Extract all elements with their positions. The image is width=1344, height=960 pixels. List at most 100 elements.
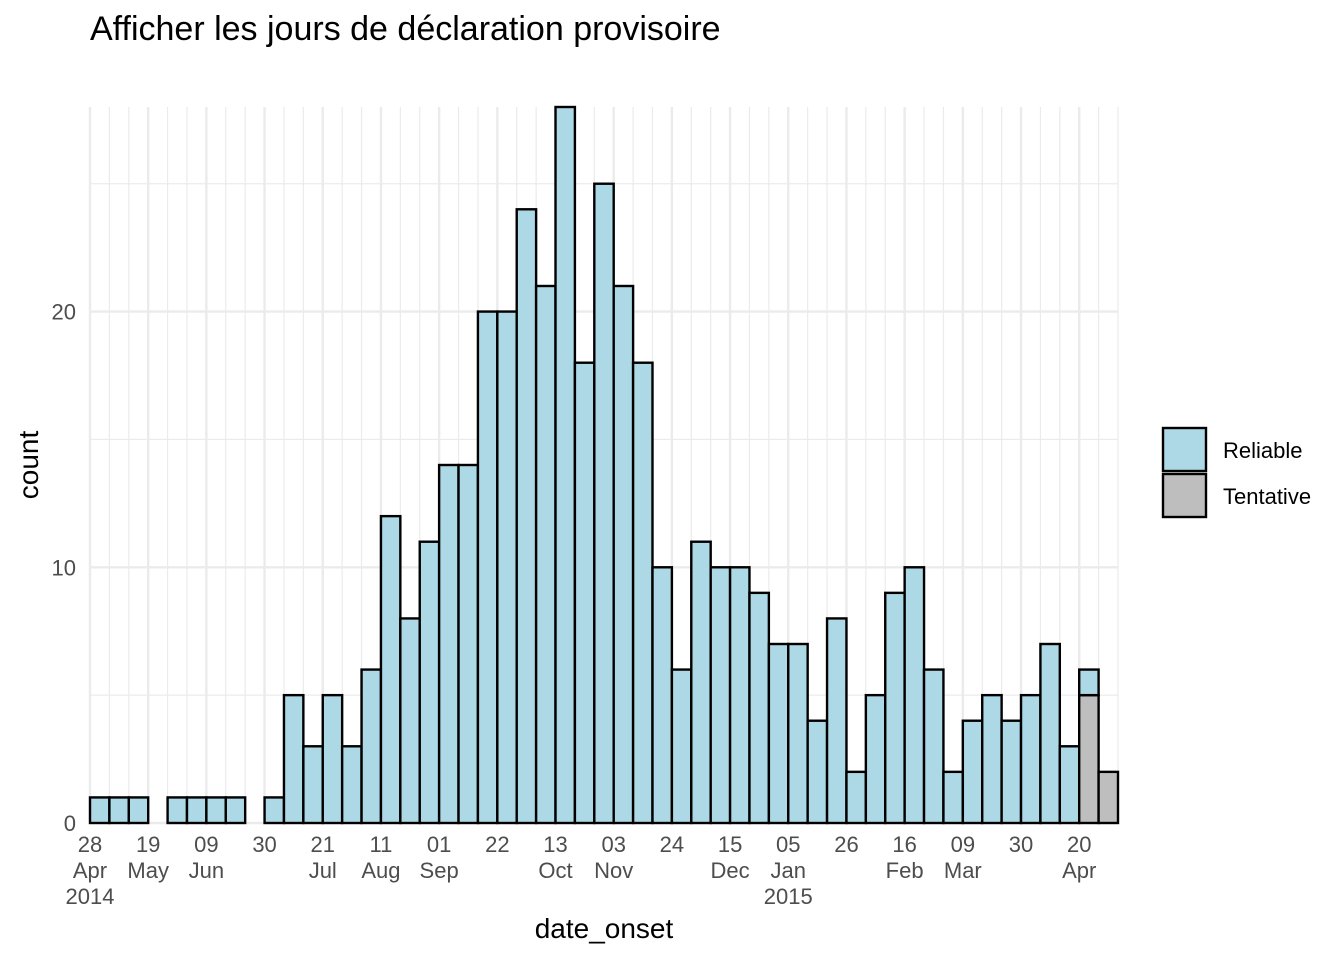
- bar-reliable: [651, 566, 674, 825]
- bar-reliable: [1039, 642, 1062, 825]
- x-tick-label: Mar: [944, 858, 982, 883]
- bar-reliable: [922, 668, 945, 825]
- bar-reliable: [593, 182, 615, 825]
- legend-key-tentative: [1161, 472, 1208, 519]
- x-tick-label: 28: [78, 832, 102, 857]
- x-tick-label: Jan: [771, 858, 806, 883]
- bar-reliable: [573, 361, 596, 825]
- bar-reliable: [360, 668, 383, 825]
- bar-reliable: [845, 770, 868, 825]
- x-tick-label: Jun: [189, 858, 224, 883]
- y-tick-label: 0: [64, 811, 76, 836]
- x-tick-label: Nov: [594, 858, 633, 883]
- y-tick-label: 20: [52, 300, 76, 325]
- x-tick-label: 24: [660, 832, 684, 857]
- bar-reliable: [340, 745, 363, 825]
- bar-reliable: [981, 693, 1003, 825]
- x-tick-label: 01: [427, 832, 451, 857]
- bar-reliable: [399, 617, 421, 825]
- x-tick-label: Feb: [886, 858, 924, 883]
- bar-reliable: [806, 719, 829, 825]
- bar-reliable: [166, 796, 189, 825]
- x-tick-label: Aug: [361, 858, 400, 883]
- bar-reliable: [185, 796, 208, 825]
- bar-reliable: [709, 566, 732, 825]
- bar-reliable: [612, 284, 635, 825]
- bar-reliable: [224, 796, 247, 825]
- bar-reliable: [884, 591, 906, 825]
- bar-reliable: [321, 693, 344, 825]
- bar-reliable: [437, 463, 460, 825]
- legend-label-tentative: Tentative: [1223, 484, 1311, 509]
- bar-reliable: [961, 719, 984, 825]
- bar-reliable: [302, 745, 324, 825]
- x-tick-label: 30: [1009, 832, 1033, 857]
- bar-reliable: [942, 770, 965, 825]
- bar-reliable: [418, 540, 441, 825]
- x-tick-label: 2014: [66, 884, 115, 909]
- bar-reliable: [748, 591, 771, 825]
- bar-reliable: [476, 310, 499, 825]
- bar-reliable: [787, 642, 809, 825]
- bar-reliable: [1019, 693, 1042, 825]
- bar-reliable: [690, 540, 712, 825]
- chart-title: Afficher les jours de déclaration provis…: [90, 10, 721, 48]
- x-tick-label: 11: [370, 832, 393, 857]
- bar-reliable: [127, 796, 150, 825]
- bar-reliable: [88, 796, 111, 825]
- bar-reliable: [728, 566, 751, 825]
- y-tick-label: 10: [52, 555, 76, 580]
- bar-reliable: [263, 796, 286, 825]
- x-tick-label: May: [127, 858, 169, 883]
- x-tick-label: 21: [311, 832, 335, 857]
- bar-reliable: [903, 566, 926, 825]
- x-tick-label: 05: [776, 832, 800, 857]
- legend: Reliable Tentative: [1161, 426, 1311, 519]
- bar-reliable: [631, 361, 654, 825]
- bar-reliable: [554, 105, 577, 825]
- x-tick-label: 26: [834, 832, 858, 857]
- y-axis-title: count: [13, 431, 44, 500]
- bar-reliable: [1058, 745, 1081, 825]
- x-tick-label: Dec: [711, 858, 750, 883]
- bar-reliable: [282, 693, 305, 825]
- bar-tentative: [1078, 693, 1100, 825]
- bar-reliable: [1078, 668, 1100, 697]
- bar-reliable: [767, 642, 790, 825]
- bar-reliable: [864, 693, 887, 825]
- bar-reliable: [825, 617, 848, 825]
- x-tick-label: 2015: [764, 884, 813, 909]
- x-tick-label: 09: [194, 832, 218, 857]
- bars: [88, 105, 1120, 825]
- x-tick-label: Oct: [538, 858, 572, 883]
- x-tick-label: 15: [718, 832, 742, 857]
- x-tick-label: 19: [136, 832, 160, 857]
- x-tick-label: 20: [1067, 832, 1091, 857]
- x-tick-label: Jul: [309, 858, 337, 883]
- x-tick-label: 22: [485, 832, 509, 857]
- x-tick-label: 13: [543, 832, 567, 857]
- x-tick-label: Apr: [73, 858, 107, 883]
- bar-reliable: [1000, 719, 1023, 825]
- bar-reliable: [457, 463, 480, 825]
- y-axis: 0 10 20: [52, 300, 76, 836]
- bar-reliable: [534, 284, 557, 825]
- bar-tentative: [1097, 770, 1120, 825]
- x-tick-label: 09: [951, 832, 975, 857]
- legend-key-reliable: [1161, 426, 1208, 473]
- x-axis-title: date_onset: [535, 913, 674, 944]
- bar-reliable: [670, 668, 693, 825]
- bar-reliable: [108, 796, 130, 825]
- legend-label-reliable: Reliable: [1223, 438, 1303, 463]
- x-tick-label: Apr: [1062, 858, 1096, 883]
- bar-reliable: [205, 796, 227, 825]
- x-tick-label: 03: [601, 832, 625, 857]
- x-tick-label: Sep: [420, 858, 459, 883]
- bar-reliable: [379, 514, 402, 825]
- x-tick-label: 16: [892, 832, 916, 857]
- bar-reliable: [515, 208, 538, 825]
- bar-reliable: [496, 310, 518, 825]
- x-tick-label: 30: [252, 832, 276, 857]
